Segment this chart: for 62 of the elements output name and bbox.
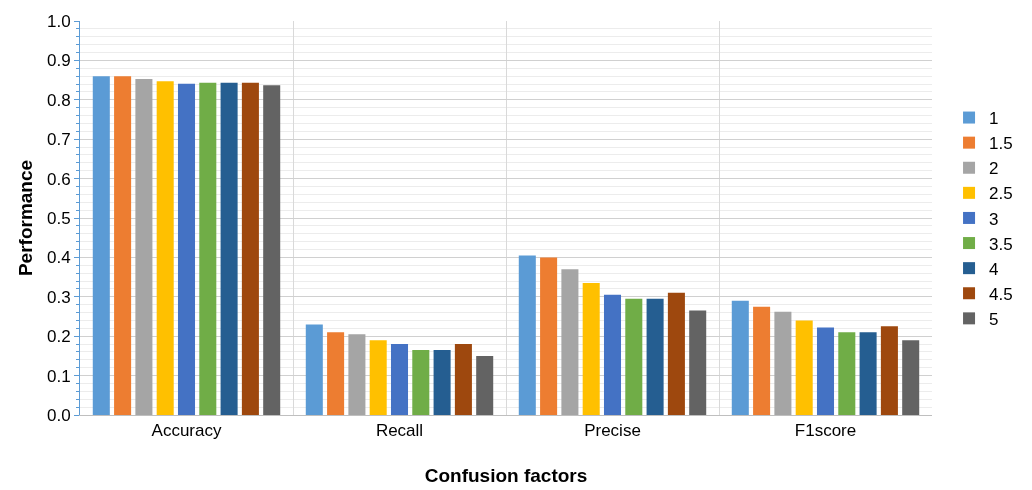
bar [369, 340, 387, 415]
bar [540, 257, 558, 415]
bar [156, 81, 174, 415]
legend-label: 5 [989, 309, 999, 329]
legend-label: 4.5 [989, 284, 1013, 304]
legend-label: 3.5 [989, 234, 1013, 254]
bar [390, 344, 409, 415]
y-tick-label: 0.6 [46, 169, 71, 189]
bar [582, 283, 600, 415]
bar [795, 320, 813, 415]
y-axis-title: Performance [15, 159, 36, 277]
bar [454, 344, 472, 415]
bar [689, 310, 707, 415]
y-tick-label: 0.8 [46, 90, 71, 110]
bar [305, 324, 323, 415]
bar [135, 78, 153, 415]
bar [625, 298, 643, 415]
bar [412, 349, 430, 415]
bar [880, 326, 898, 415]
legend-label: 2 [989, 159, 999, 179]
legend-label: 1.5 [989, 134, 1013, 154]
legend-label: 2.5 [989, 184, 1013, 204]
bar [561, 269, 579, 415]
bar [518, 255, 536, 415]
bar [646, 298, 664, 415]
bar [838, 332, 856, 415]
y-tick-label: 0.0 [46, 405, 71, 425]
x-tick-label: Accuracy [151, 421, 222, 441]
x-tick-label: Recall [375, 421, 424, 441]
bar [92, 76, 110, 415]
bar [114, 76, 132, 415]
legend-label: 1 [989, 109, 999, 129]
y-tick-label: 0.1 [46, 366, 71, 386]
x-tick-label: Precise [584, 421, 641, 441]
bar [753, 306, 771, 415]
bar [220, 82, 238, 415]
bar [177, 83, 196, 415]
legend-label: 4 [989, 259, 999, 279]
bar [199, 82, 217, 415]
x-axis-title: Confusion factors [424, 465, 588, 486]
bar [327, 332, 345, 415]
y-tick-label: 0.4 [46, 248, 71, 268]
bar [902, 340, 920, 415]
bar [433, 349, 451, 415]
bar [603, 294, 622, 415]
y-tick-label: 0.9 [46, 51, 71, 71]
bar [859, 332, 877, 415]
legend-label: 3 [989, 209, 999, 229]
bar [348, 334, 366, 415]
bar [816, 327, 835, 415]
bar [263, 85, 281, 415]
bar [774, 311, 792, 415]
bar [241, 82, 259, 415]
bar [667, 292, 685, 415]
bar [731, 300, 749, 415]
y-tick-label: 0.5 [46, 208, 71, 228]
bar [476, 355, 494, 415]
y-tick-label: 0.2 [46, 327, 71, 347]
x-tick-label: F1score [794, 421, 857, 441]
y-tick-label: 0.3 [46, 287, 71, 307]
y-tick-label: 0.7 [46, 130, 71, 150]
y-tick-label: 1.0 [46, 11, 71, 31]
